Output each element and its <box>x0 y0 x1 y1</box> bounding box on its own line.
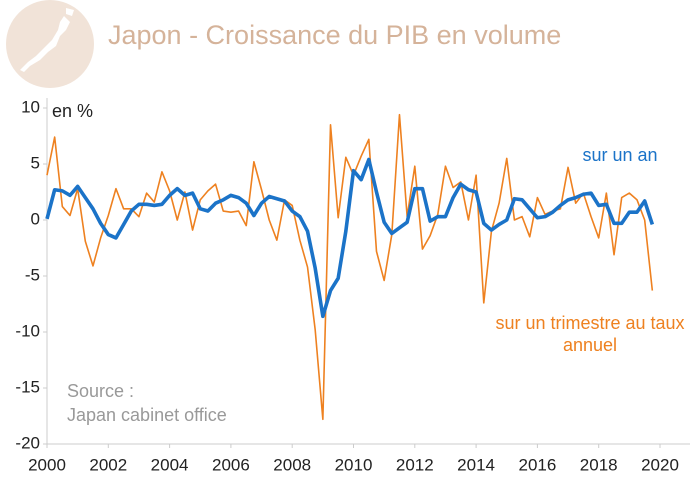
x-tick-label: 2020 <box>641 455 679 474</box>
x-tick-label: 2008 <box>273 455 311 474</box>
x-tick-label: 2010 <box>335 455 373 474</box>
y-tick-label: 5 <box>31 153 40 172</box>
source-label: Source : <box>67 381 134 401</box>
x-tick-label: 2000 <box>28 455 66 474</box>
series-line <box>45 157 655 319</box>
y-tick-label: 10 <box>21 97 40 116</box>
chart-title: Japon - Croissance du PIB en volume <box>108 20 561 50</box>
y-tick-label: -10 <box>15 321 40 340</box>
x-tick-label: 2014 <box>457 455 495 474</box>
x-tick-label: 2018 <box>580 455 618 474</box>
source: Japan cabinet office <box>67 405 227 425</box>
series-label: sur un trimestre au taux annuel <box>495 313 685 355</box>
x-tick-label: 2012 <box>396 455 434 474</box>
x-tick-label: 2004 <box>151 455 189 474</box>
y-axis-label: en % <box>52 101 93 121</box>
y-tick-label: -20 <box>15 433 40 452</box>
series-label: sur un an <box>582 145 658 165</box>
japan-icon <box>20 8 74 72</box>
x-tick-label: 2016 <box>518 455 556 474</box>
y-tick-label: -15 <box>15 377 40 396</box>
x-tick-label: 2006 <box>212 455 250 474</box>
y-tick-label: 0 <box>31 209 40 228</box>
y-tick-label: -5 <box>25 265 40 284</box>
x-tick-label: 2002 <box>89 455 127 474</box>
